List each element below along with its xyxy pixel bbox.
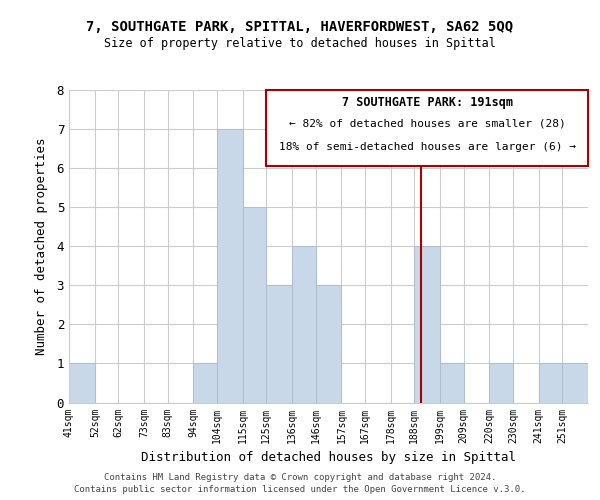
Bar — [562, 364, 588, 403]
Bar — [539, 364, 562, 403]
X-axis label: Distribution of detached houses by size in Spittal: Distribution of detached houses by size … — [141, 451, 516, 464]
FancyBboxPatch shape — [266, 90, 588, 166]
Bar — [292, 246, 316, 402]
Bar — [217, 129, 243, 402]
Y-axis label: Number of detached properties: Number of detached properties — [35, 138, 49, 355]
Text: Size of property relative to detached houses in Spittal: Size of property relative to detached ho… — [104, 38, 496, 51]
Text: 7, SOUTHGATE PARK, SPITTAL, HAVERFORDWEST, SA62 5QQ: 7, SOUTHGATE PARK, SPITTAL, HAVERFORDWES… — [86, 20, 514, 34]
Bar — [69, 364, 95, 403]
Bar — [316, 286, 341, 403]
Bar — [440, 364, 464, 403]
Text: 18% of semi-detached houses are larger (6) →: 18% of semi-detached houses are larger (… — [278, 142, 575, 152]
Bar — [490, 364, 513, 403]
Bar — [193, 364, 217, 403]
Bar — [414, 246, 440, 402]
Text: ← 82% of detached houses are smaller (28): ← 82% of detached houses are smaller (28… — [289, 118, 566, 128]
Text: 7 SOUTHGATE PARK: 191sqm: 7 SOUTHGATE PARK: 191sqm — [341, 96, 512, 109]
Text: Contains HM Land Registry data © Crown copyright and database right 2024.: Contains HM Land Registry data © Crown c… — [104, 472, 496, 482]
Bar — [266, 286, 292, 403]
Bar — [243, 207, 266, 402]
Text: Contains public sector information licensed under the Open Government Licence v.: Contains public sector information licen… — [74, 485, 526, 494]
